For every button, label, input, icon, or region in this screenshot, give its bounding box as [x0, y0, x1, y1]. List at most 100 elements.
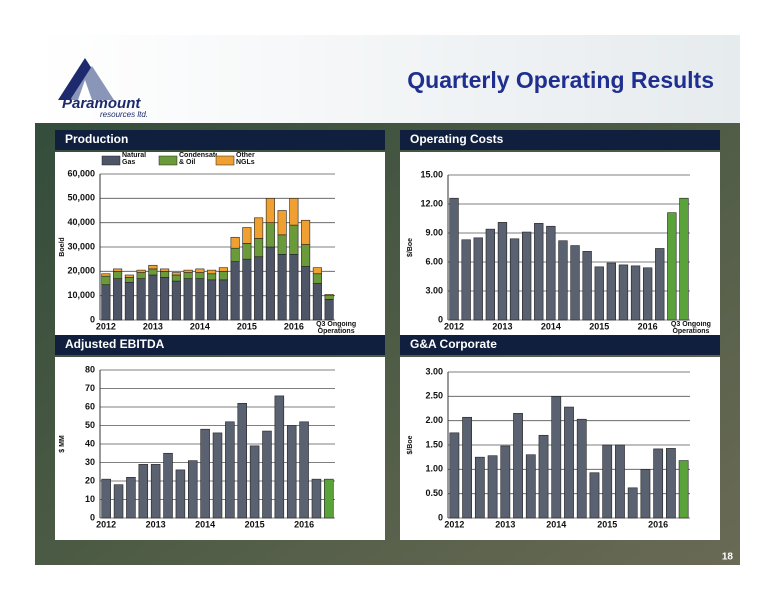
bar [138, 464, 149, 519]
x-tick-label: 2016 [284, 321, 304, 331]
bar-segment [148, 268, 158, 276]
legend-swatch [215, 155, 235, 166]
y-tick-label: 10 [85, 494, 95, 504]
bar-segment [242, 258, 252, 321]
bar [150, 464, 161, 519]
bar [163, 452, 173, 519]
bar-segment [195, 272, 205, 279]
bar [666, 448, 676, 519]
bar [500, 445, 511, 519]
y-tick-label: 2.00 [425, 415, 443, 425]
bar-segment [301, 266, 311, 321]
y-tick-label: 30 [85, 457, 95, 467]
bar-segment [265, 222, 275, 248]
y-tick-label: 50,000 [67, 193, 95, 203]
logo-mountain [78, 80, 92, 100]
y-tick-label: 3.00 [425, 285, 443, 295]
y-tick-label: 3.00 [425, 366, 443, 376]
bar-segment [324, 299, 334, 321]
x-tick-label: 2013 [146, 519, 166, 529]
bar-segment [312, 267, 322, 275]
bar-segment [136, 269, 146, 273]
bar-segment [195, 268, 205, 273]
bar [551, 396, 562, 519]
bar [485, 228, 496, 321]
bar-segment [312, 273, 322, 284]
y-tick-label: 40 [85, 438, 95, 448]
bar-segment [195, 278, 205, 321]
bar-segment [289, 224, 299, 255]
bar [188, 460, 198, 519]
x-tick-label: 2012 [96, 321, 116, 331]
x-tick-label: 2014 [190, 321, 210, 331]
bar-segment [242, 243, 252, 260]
y-axis-title: $/Boe [407, 435, 414, 454]
panel-title: G&A Corporate [410, 337, 497, 351]
bar [640, 469, 651, 519]
bar [513, 413, 523, 519]
bar-segment [124, 281, 134, 321]
bar [200, 428, 210, 519]
bar-segment [324, 295, 334, 300]
x-tick-label: 2015 [245, 519, 265, 529]
bar [487, 455, 498, 519]
legend-label-box: Other NGLs [236, 152, 255, 166]
x-tick-label: Q3 Ongoing Operations [670, 321, 711, 335]
x-tick-label: 2015 [597, 519, 617, 529]
panel-header [400, 130, 720, 150]
bar-segment [277, 234, 287, 255]
legend-label-box: Condensate & Oil [179, 152, 217, 166]
bar-segment [207, 279, 217, 321]
bar-segment [101, 275, 111, 286]
bar-segment [171, 274, 181, 282]
bar [449, 432, 460, 519]
bar-segment [183, 269, 193, 273]
bar-segment [148, 264, 158, 270]
panel-title: Operating Costs [410, 132, 504, 146]
bar [175, 469, 186, 519]
bar [655, 248, 665, 321]
y-tick-label: 0 [438, 512, 443, 522]
bar [299, 421, 309, 519]
x-tick-label: Q3 Ongoing Operations [316, 321, 357, 335]
legend-swatch [158, 155, 178, 166]
bar-segment [124, 274, 134, 278]
y-tick-label: 60,000 [67, 168, 95, 178]
bar [474, 456, 485, 519]
bar-segment [160, 277, 170, 321]
panel-header [55, 335, 385, 355]
x-tick-label: 2013 [492, 321, 512, 331]
bar [564, 406, 574, 519]
bar-segment [218, 271, 228, 281]
bar-segment [148, 274, 158, 321]
bar-segment [136, 272, 146, 279]
y-axis-title: $/Boe [407, 238, 414, 257]
bar-segment [312, 283, 322, 321]
bar [101, 478, 111, 519]
bar-segment [230, 261, 240, 321]
panel-title: Adjusted EBITDA [65, 337, 165, 351]
y-tick-label: 20 [85, 475, 95, 485]
y-tick-label: 9.00 [425, 227, 443, 237]
bar [630, 265, 641, 321]
bar [225, 421, 235, 519]
x-tick-label: 2016 [648, 519, 668, 529]
bar [113, 484, 124, 519]
x-tick-label: 2016 [294, 519, 314, 529]
bar-segment [207, 269, 217, 275]
y-tick-label: 0 [438, 314, 443, 324]
bar [237, 402, 247, 519]
bar [538, 434, 549, 519]
logo: Paramount resources ltd. [58, 58, 148, 119]
bar [582, 251, 592, 321]
bar-segment [101, 273, 111, 277]
y-tick-label: 30,000 [67, 241, 95, 251]
y-tick-label: 80 [85, 364, 95, 374]
bar-segment [242, 227, 252, 244]
legend-label: Natural Gas [122, 152, 147, 166]
bar-segment [160, 271, 170, 278]
y-tick-label: 1.00 [425, 464, 443, 474]
bar-segment [230, 247, 240, 262]
